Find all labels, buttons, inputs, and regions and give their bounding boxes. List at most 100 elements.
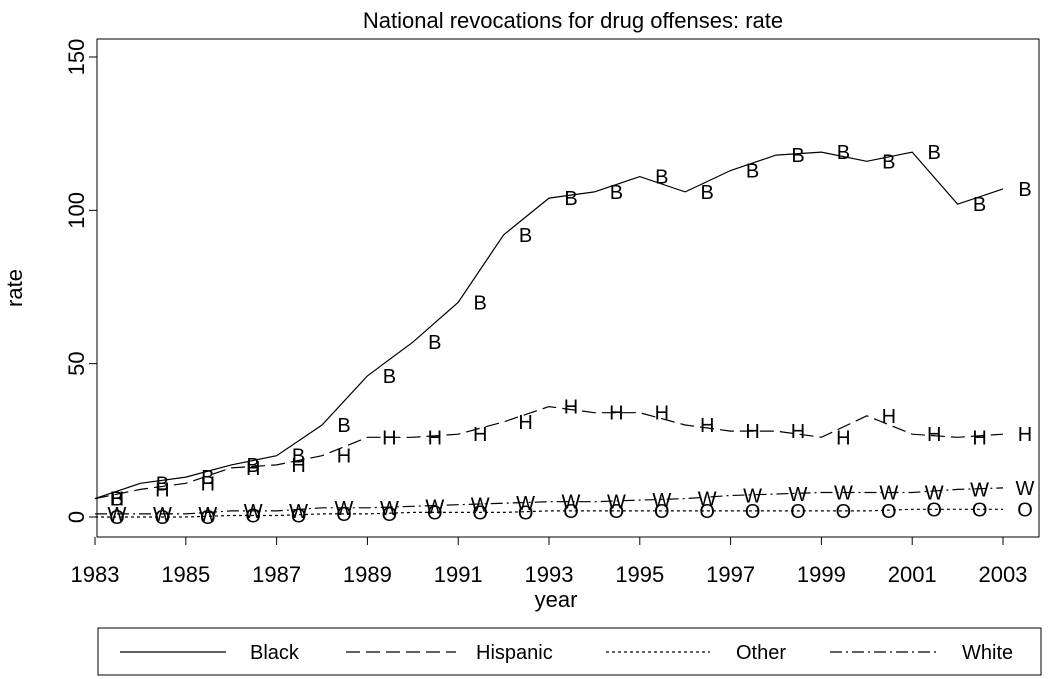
point-white: W <box>108 504 127 526</box>
chart-title: National revocations for drug offenses: … <box>363 8 783 33</box>
point-black: B <box>701 182 714 204</box>
point-hispanic: H <box>201 473 215 495</box>
point-white: W <box>562 492 581 514</box>
y-axis-title: rate <box>2 269 27 307</box>
point-black: B <box>519 225 532 247</box>
point-black: B <box>655 167 668 189</box>
point-hispanic: H <box>382 427 396 449</box>
point-other: O <box>427 502 443 524</box>
point-black: B <box>564 188 577 210</box>
point-black: B <box>201 467 214 489</box>
legend-item-hispanic: Hispanic <box>346 642 553 664</box>
point-other: O <box>1017 499 1033 521</box>
point-black: B <box>292 446 305 468</box>
x-tick-label: 2003 <box>979 562 1028 587</box>
x-tick-label: 1983 <box>71 562 120 587</box>
point-other: O <box>609 501 625 523</box>
y-tick-label: 50 <box>64 351 89 375</box>
point-black: B <box>474 292 487 314</box>
point-hispanic: H <box>291 455 305 477</box>
point-white: W <box>244 501 263 523</box>
point-hispanic: H <box>836 427 850 449</box>
point-hispanic: H <box>700 415 714 437</box>
x-axis-title: year <box>535 587 578 612</box>
point-hispanic: H <box>518 412 532 434</box>
point-hispanic: H <box>745 421 759 443</box>
point-hispanic: H <box>791 421 805 443</box>
point-other: O <box>291 506 307 528</box>
point-black: B <box>837 142 850 164</box>
legend-label: Hispanic <box>476 642 553 664</box>
legend-items: Black Hispanic Other White <box>120 642 1013 664</box>
y-axis: 0 50 100 150 <box>64 39 97 523</box>
point-other: O <box>881 501 897 523</box>
x-tick-label: 2001 <box>888 562 937 587</box>
point-other: O <box>926 499 942 521</box>
point-other: O <box>699 501 715 523</box>
point-other: O <box>336 504 352 526</box>
point-other: O <box>654 501 670 523</box>
point-hispanic: H <box>428 427 442 449</box>
x-tick-label: 1989 <box>343 562 392 587</box>
point-hispanic: H <box>972 427 986 449</box>
point-hispanic: H <box>882 406 896 428</box>
point-white: W <box>879 483 898 505</box>
legend-label: Other <box>736 642 786 664</box>
point-other: O <box>563 501 579 523</box>
point-white: W <box>1016 478 1035 500</box>
point-white: W <box>289 501 308 523</box>
point-white: W <box>970 479 989 501</box>
point-black: B <box>882 151 895 173</box>
x-tick-label: 1995 <box>615 562 664 587</box>
point-other: O <box>472 502 488 524</box>
point-other: O <box>745 501 761 523</box>
legend-item-white: White <box>830 642 1013 664</box>
point-other: O <box>518 502 534 524</box>
legend-label: White <box>962 642 1013 664</box>
point-hispanic: H <box>473 424 487 446</box>
point-hispanic: H <box>927 424 941 446</box>
point-white: W <box>335 498 354 520</box>
point-white: W <box>834 483 853 505</box>
point-black: B <box>928 142 941 164</box>
x-tick-label: 1993 <box>525 562 574 587</box>
x-axis: 1983 1985 1987 1989 1991 1993 1995 1997 1999 2001… <box>71 537 1028 587</box>
point-black: B <box>337 415 350 437</box>
point-black: B <box>610 182 623 204</box>
legend-item-other: Other <box>606 642 786 664</box>
point-white: W <box>198 504 217 526</box>
series-line-white <box>95 487 1004 515</box>
point-white: W <box>425 496 444 518</box>
x-tick-label: 1985 <box>161 562 210 587</box>
point-other: O <box>790 501 806 523</box>
point-black: B <box>973 194 986 216</box>
point-white: W <box>925 483 944 505</box>
point-black: B <box>383 366 396 388</box>
point-other: O <box>155 507 171 529</box>
point-black: B <box>791 145 804 167</box>
point-hispanic: H <box>655 403 669 425</box>
point-white: W <box>698 489 717 511</box>
point-white: W <box>471 495 490 517</box>
point-hispanic: H <box>155 479 169 501</box>
y-tick-label: 0 <box>64 511 89 523</box>
point-white: W <box>380 498 399 520</box>
point-white: W <box>607 492 626 514</box>
point-other: O <box>836 501 852 523</box>
point-hispanic: H <box>246 458 260 480</box>
point-black: B <box>110 489 123 511</box>
legend-item-black: Black <box>120 642 300 664</box>
series-line-other <box>95 508 1003 518</box>
point-white: W <box>652 490 671 512</box>
point-hispanic: H <box>609 403 623 425</box>
x-tick-label: 1997 <box>706 562 755 587</box>
point-other: O <box>972 499 988 521</box>
point-black: B <box>428 332 441 354</box>
x-tick-label: 1999 <box>797 562 846 587</box>
legend-label: Black <box>250 642 300 664</box>
plot-area <box>96 38 1040 538</box>
